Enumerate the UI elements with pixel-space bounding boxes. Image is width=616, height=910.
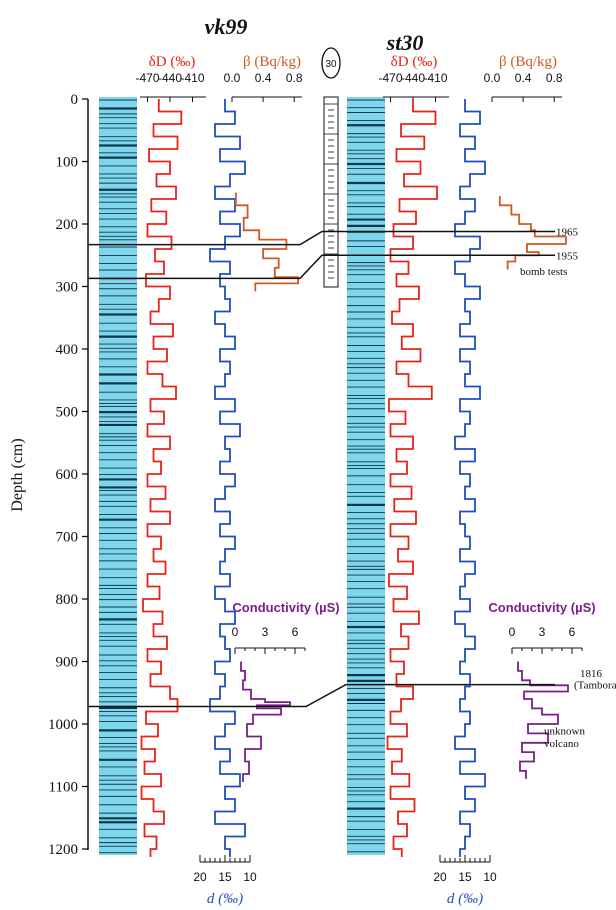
- dD-tick-label-st30-1: -440: [401, 71, 425, 85]
- annual-layers-vk99: [99, 99, 137, 854]
- depth-tick-label-8: 800: [56, 592, 79, 608]
- depth-tick-label-2: 200: [56, 217, 79, 233]
- core-title-st30: st30: [386, 30, 424, 55]
- cond-tick-label-vk99-1: 3: [262, 625, 269, 639]
- depth-tick-label-0: 0: [71, 92, 79, 108]
- beta-tick-label-st30-2: 0.8: [546, 71, 563, 85]
- annotations: 1965 1955 bomb tests 1816(Tambora) unknownvo…: [520, 227, 616, 750]
- beta-axis-label-vk99: β (Bq/kg): [243, 54, 301, 70]
- annotation-0: 1965: [556, 227, 579, 239]
- beta-tick-label-st30-1: 0.4: [515, 71, 532, 85]
- cond-tick-label-vk99-0: 0: [232, 625, 239, 639]
- annual-layers-st30: [347, 99, 385, 853]
- depth-axis-label: Depth (cm): [9, 438, 26, 511]
- marker-line-tambora: [88, 683, 555, 708]
- depth-tick-label-11: 1100: [49, 780, 78, 796]
- dD-axis-label-vk99: δD (‰): [149, 54, 196, 70]
- depth-tick-label-5: 500: [56, 405, 79, 421]
- dD-series-vk99: [140, 99, 183, 857]
- conductivity-series-st30: [517, 661, 569, 779]
- d-tick-label-vk99-0: 20: [193, 870, 207, 884]
- depth-tick-label-4: 400: [56, 342, 79, 358]
- depth-tick-label-10: 1000: [48, 717, 78, 733]
- depth-tick-label-7: 700: [56, 530, 79, 546]
- cond-tick-label-st30-1: 3: [539, 625, 546, 639]
- depth-tick-label-12: 1200: [48, 842, 78, 858]
- scale-strip: [323, 96, 339, 288]
- cond-tick-label-st30-2: 6: [569, 625, 576, 639]
- series-group: [140, 99, 569, 857]
- beta-axis-label-st30: β (Bq/kg): [499, 54, 557, 70]
- d-axis-label-vk99: d (‰): [207, 891, 243, 907]
- d-series-st30: [454, 99, 486, 857]
- dD-tick-label-vk99-2: -410: [180, 71, 204, 85]
- dD-tick-label-vk99-1: -440: [158, 71, 182, 85]
- dD-axis-label-st30: δD (‰): [391, 54, 438, 70]
- depth-tick-label-1: 100: [56, 155, 79, 171]
- dD-tick-label-st30-0: -470: [378, 71, 402, 85]
- depth-tick-label-3: 300: [56, 280, 79, 296]
- annotation-5: unknown: [544, 725, 585, 737]
- dD-tick-label-st30-2: -410: [423, 71, 447, 85]
- conductivity-label-vk99: Conductivity (µS): [232, 600, 339, 615]
- dD-tick-label-vk99-0: -470: [135, 71, 159, 85]
- depth-ticks: 0 100 200 300 400 500 600 700 800 900 1000 1100 1200: [48, 92, 88, 858]
- d-tick-label-st30-1: 15: [458, 870, 472, 884]
- scale-strip-ticks: [324, 103, 338, 279]
- correlation-lines: [88, 230, 555, 708]
- beta-tick-label-vk99-2: 0.8: [286, 71, 303, 85]
- depth-tick-label-6: 600: [56, 467, 79, 483]
- annotation-1: 1955: [556, 250, 579, 262]
- ice-column-vk99: [99, 97, 137, 855]
- d-tick-label-st30-2: 10: [483, 870, 497, 884]
- cond-tick-label-vk99-2: 6: [292, 625, 299, 639]
- conductivity-axes: 0 3 6 0 3 6: [232, 625, 583, 654]
- marker-line-0: [88, 230, 555, 246]
- annotation-6: volcano: [544, 738, 579, 750]
- dD-series-st30: [386, 99, 438, 857]
- depth-tick-label-9: 900: [56, 655, 79, 671]
- d-tick-label-vk99-1: 15: [218, 870, 232, 884]
- marker-line-1: [88, 254, 555, 280]
- bottom-axes: 20 15 10d (‰)20 15 10d (‰): [193, 855, 497, 907]
- d-tick-label-vk99-2: 10: [243, 870, 257, 884]
- d-axis-label-st30: d (‰): [447, 891, 483, 907]
- scale-badge-label: 30: [325, 59, 337, 70]
- annotation-4: (Tambora): [574, 680, 616, 692]
- conductivity-series-vk99: [240, 661, 291, 782]
- d-series-vk99: [209, 99, 246, 857]
- beta-tick-label-st30-0: 0.0: [484, 71, 501, 85]
- annotation-2: bomb tests: [520, 266, 567, 278]
- cond-tick-label-st30-0: 0: [509, 625, 516, 639]
- beta-tick-label-vk99-0: 0.0: [224, 71, 241, 85]
- core-title-vk99: vk99: [205, 14, 248, 39]
- annotation-3: 1816: [580, 668, 603, 680]
- conductivity-label-st30: Conductivity (µS): [488, 600, 595, 615]
- d-tick-label-st30-0: 20: [433, 870, 447, 884]
- beta-series-vk99: [235, 192, 299, 292]
- beta-tick-label-vk99-1: 0.4: [255, 71, 272, 85]
- scale-badge-outline: [321, 47, 341, 79]
- top-axes: -470-440-410 0.0 0.4 0.8 -470-440-410 0.0 0.4 0…: [135, 71, 563, 102]
